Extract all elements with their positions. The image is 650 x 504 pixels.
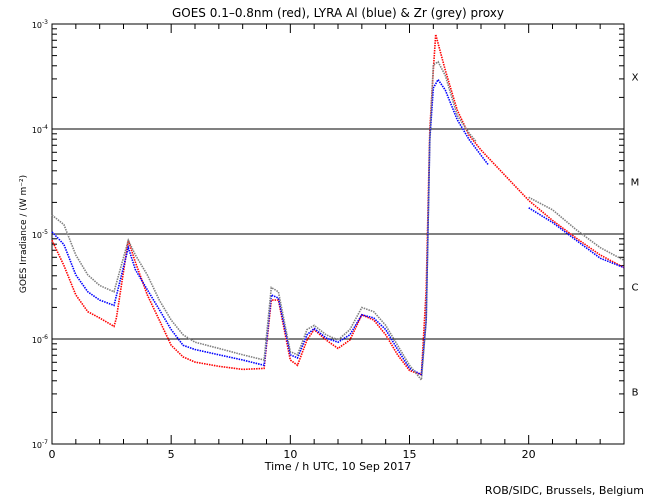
x-tick-label: 0: [49, 448, 56, 461]
flare-class-label-B: B: [632, 388, 639, 399]
y-axis-label: GOES Irradiance / (W m⁻²): [19, 175, 29, 293]
flare-class-label-X: X: [632, 73, 639, 84]
plot-area: 0 5 10 15 20 10-7 10-6 10-5 10-4 10-3 B C M X: [32, 19, 639, 461]
series-goes-0-1-0-8nm: [51, 34, 625, 376]
x-tick-label: 10: [283, 448, 297, 461]
x-axis-label: Time / h UTC, 10 Sep 2017: [264, 460, 412, 473]
y-tick-label: 10-4: [32, 124, 48, 135]
series-lyra-al-proxy: [528, 207, 625, 269]
y-tick-label: 10-7: [32, 439, 48, 450]
series-lyra-zr-proxy: [528, 196, 625, 262]
flare-class-label-M: M: [631, 178, 640, 189]
x-tick-label: 15: [403, 448, 417, 461]
series-lyra-al-proxy: [51, 78, 489, 376]
series-lyra-zr-proxy: [51, 60, 477, 382]
chart-title: GOES 0.1–0.8nm (red), LYRA Al (blue) & Z…: [172, 6, 504, 20]
x-tick-label: 20: [522, 448, 536, 461]
y-tick-label: 10-3: [32, 19, 48, 30]
flare-class-label-C: C: [632, 283, 639, 294]
y-tick-label: 10-6: [32, 334, 48, 345]
x-tick-label: 5: [168, 448, 175, 461]
y-tick-label: 10-5: [32, 229, 48, 240]
credit-text: ROB/SIDC, Brussels, Belgium: [485, 484, 644, 497]
